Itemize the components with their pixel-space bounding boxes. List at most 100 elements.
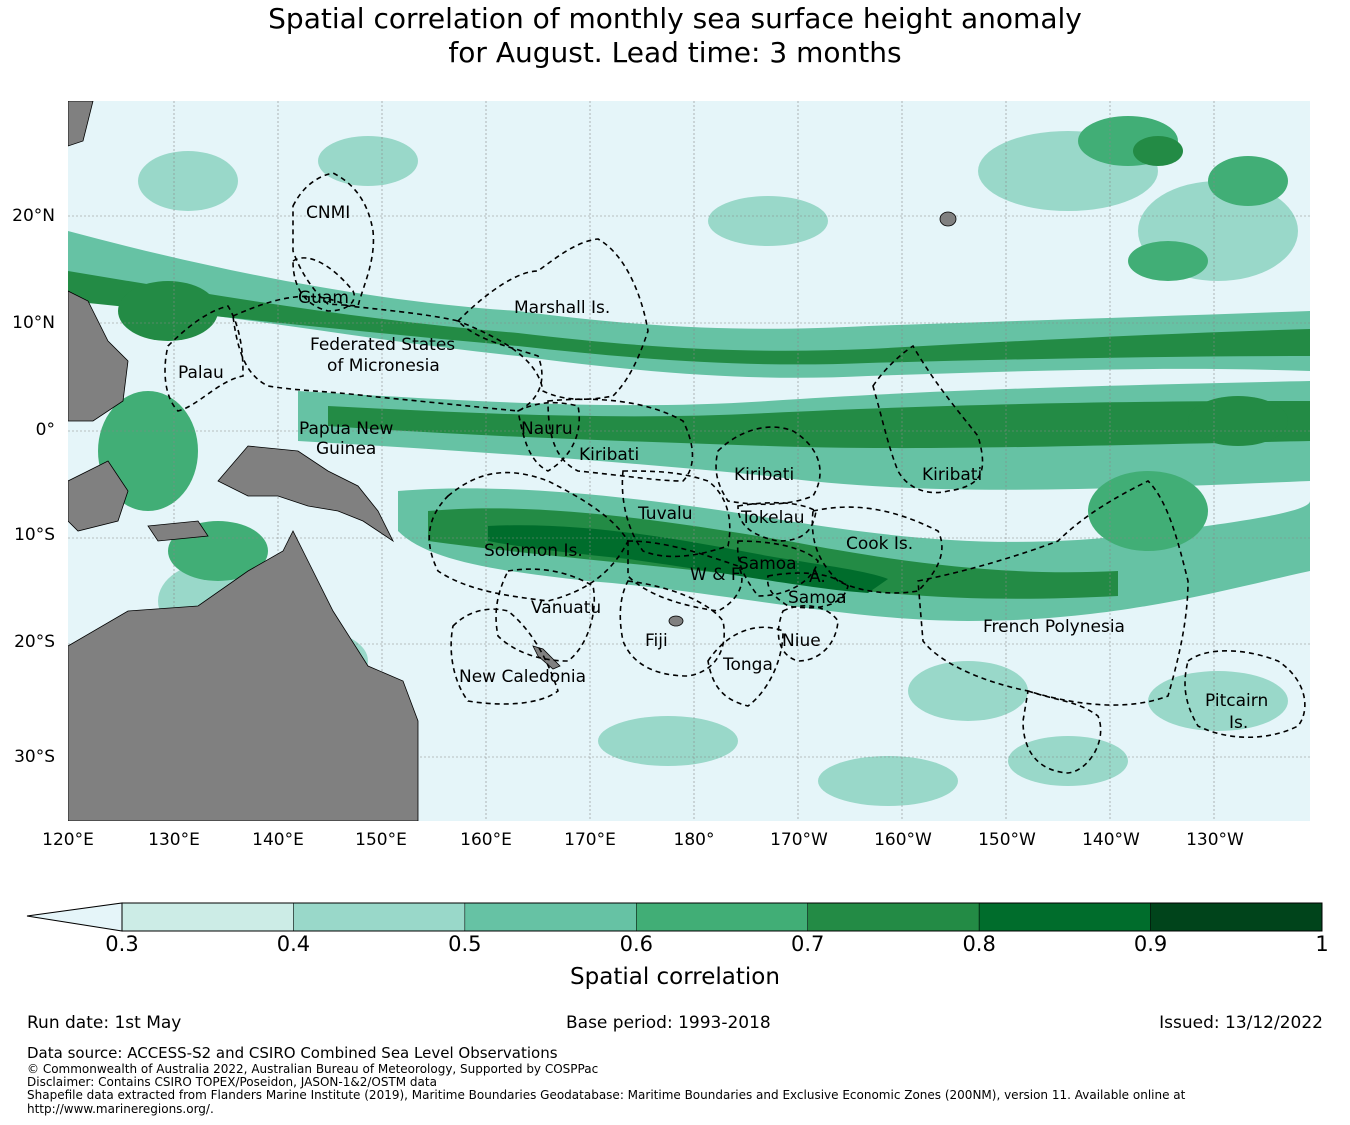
lon-label-170w: 170°W <box>770 830 828 850</box>
patches-dark <box>118 136 1288 446</box>
colorbar-bin-6 <box>1150 902 1323 932</box>
lat-label-10s: 10°S <box>14 525 55 545</box>
marineregions-link[interactable]: http://www.marineregions.org/. <box>27 1102 214 1116</box>
colorbar-label: Spatial correlation <box>570 964 780 990</box>
label-cnmi: CNMI <box>306 203 350 223</box>
american-samoa-boundary <box>766 572 849 609</box>
label-pitcairn-1: Pitcairn <box>1205 691 1268 711</box>
kiribati-west-boundary <box>547 398 694 482</box>
chart-title: Spatial correlation of monthly sea surfa… <box>0 2 1350 70</box>
colorbar-tick-label: 1 <box>1315 932 1329 956</box>
solomon-boundary <box>428 471 629 602</box>
label-niue: Niue <box>782 631 821 651</box>
label-fiji: Fiji <box>645 631 668 651</box>
label-solomon: Solomon Is. <box>484 541 583 561</box>
australia <box>68 530 419 821</box>
nauru-boundary <box>517 401 580 472</box>
label-french-polynesia: French Polynesia <box>983 617 1125 637</box>
colorbar-bin-5 <box>978 902 1151 932</box>
data-source: Data source: ACCESS-S2 and CSIRO Combine… <box>27 1044 558 1062</box>
lon-label-160w: 160°W <box>874 830 932 850</box>
label-png-1: Papua New <box>299 419 393 439</box>
lon-label-140w: 140°W <box>1082 830 1140 850</box>
fiji-land <box>668 615 684 627</box>
cook-boundary <box>811 506 943 594</box>
timor-area <box>147 520 209 542</box>
label-a-samoa-2: Samoa <box>788 588 847 608</box>
lon-label-150w: 150°W <box>978 830 1036 850</box>
lat-label-30s: 30°S <box>14 747 55 767</box>
map-svg: CNMI Guam Marshall Is. Federated States … <box>68 101 1310 821</box>
label-new-caledonia: New Caledonia <box>459 667 586 687</box>
shapefile-credit: Shapefile data extracted from Flanders M… <box>27 1088 1186 1102</box>
colorbar-bin-0 <box>121 902 294 932</box>
label-pitcairn-2: Is. <box>1229 713 1248 733</box>
philippines <box>68 290 129 422</box>
label-kiribati-c: Kiribati <box>734 465 794 485</box>
pitcairn-south-boundary <box>1022 689 1102 774</box>
label-wf: W & F <box>690 565 741 585</box>
lon-label-160e: 160°E <box>460 830 512 850</box>
label-tuvalu: Tuvalu <box>637 504 693 524</box>
lon-label-150e: 150°E <box>355 830 407 850</box>
label-marshall: Marshall Is. <box>514 298 610 318</box>
guam-boundary <box>292 257 355 312</box>
lon-label-130e: 130°E <box>148 830 200 850</box>
label-kiribati-e: Kiribati <box>922 465 982 485</box>
colorbar-tick-label: 0.5 <box>448 932 482 956</box>
label-fsm-2: of Micronesia <box>327 356 440 376</box>
lat-label-20s: 20°S <box>14 632 55 652</box>
label-tokelau: Tokelau <box>740 508 805 528</box>
colorbar-tick-label: 0.9 <box>1133 932 1168 956</box>
colorbar-tick-label: 0.4 <box>276 932 311 956</box>
lat-label-0: 0° <box>35 420 55 440</box>
base-period: Base period: 1993-2018 <box>566 1013 771 1033</box>
colorbar <box>26 902 1323 932</box>
label-fsm-1: Federated States <box>310 335 455 355</box>
title-line-1: Spatial correlation of monthly sea surfa… <box>268 2 1082 35</box>
lon-label-170e: 170°E <box>564 830 616 850</box>
kiribati-central-boundary <box>715 426 821 506</box>
correlation-map: CNMI Guam Marshall Is. Federated States … <box>68 101 1310 821</box>
title-line-2: for August. Lead time: 3 months <box>448 36 902 69</box>
label-guam: Guam <box>298 288 349 308</box>
sulawesi-area <box>68 460 129 532</box>
lon-label-180: 180° <box>673 830 715 850</box>
run-date: Run date: 1st May <box>27 1013 182 1033</box>
patches-mid <box>98 116 1288 581</box>
new-caledonia-land <box>532 645 561 670</box>
new-caledonia-boundary <box>450 608 559 705</box>
wf-boundary <box>627 540 743 612</box>
copyright: © Commonwealth of Australia 2022, Austra… <box>27 1062 599 1076</box>
lon-label-130w: 130°W <box>1186 830 1244 850</box>
niue-boundary <box>777 605 839 662</box>
tuvalu-boundary <box>621 470 731 558</box>
tonga-boundary <box>707 626 784 707</box>
colorbar-bin-3 <box>636 902 808 932</box>
label-kiribati-w: Kiribati <box>579 445 639 465</box>
colorbar-tick-label: 0.7 <box>791 932 825 956</box>
fsm-boundary <box>232 295 543 412</box>
lon-label-140e: 140°E <box>252 830 304 850</box>
colorbar-bin-1 <box>293 902 466 932</box>
colorbar-bins <box>121 902 1323 932</box>
band-equator-core <box>328 401 1310 449</box>
tokelau-boundary <box>737 501 817 542</box>
eez-boundaries <box>164 172 1306 774</box>
label-tonga: Tonga <box>722 655 773 675</box>
region-labels: CNMI Guam Marshall Is. Federated States … <box>178 203 1268 733</box>
colorbar-tick-label: 0.8 <box>962 932 996 956</box>
lat-label-10n: 10°N <box>12 313 55 333</box>
palau-boundary <box>164 305 244 412</box>
band-north <box>68 231 1310 378</box>
label-palau: Palau <box>178 363 224 383</box>
hawaii-land <box>939 211 957 227</box>
colorbar-bin-4 <box>807 902 980 932</box>
colorbar-under-arrow <box>26 902 123 932</box>
samoa-boundary <box>736 540 819 597</box>
lat-label-20n: 20°N <box>12 206 55 226</box>
band-south-max <box>488 525 888 593</box>
label-a-samoa-1: A. <box>809 567 826 587</box>
colorbar-tick-label: 0.3 <box>105 932 139 956</box>
kiribati-east-boundary <box>872 344 984 494</box>
